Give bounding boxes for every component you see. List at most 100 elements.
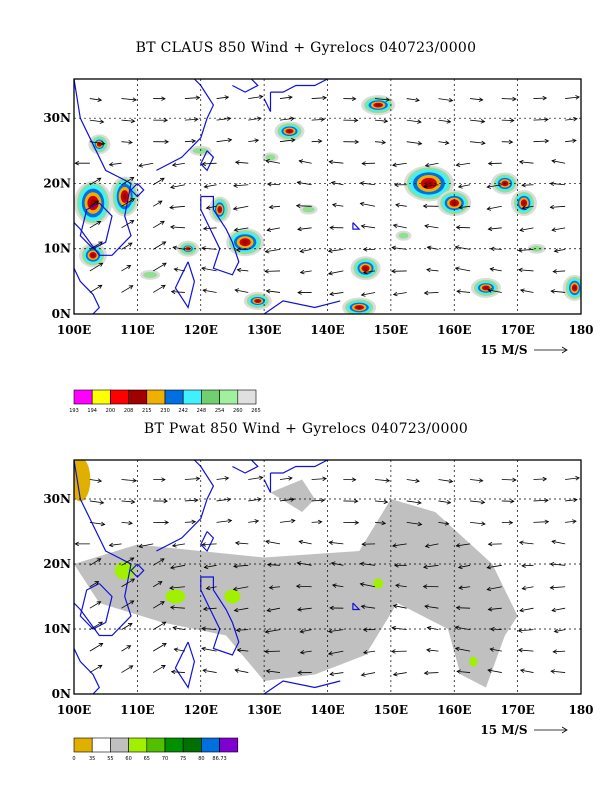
wind-arrowhead (395, 583, 400, 588)
panel2-title: BT Pwat 850 Wind + Gyrelocs 040723/0000 (143, 421, 469, 437)
wind-arrowhead (423, 564, 428, 570)
wind-arrowhead (129, 600, 135, 605)
wind-arrowhead (227, 137, 233, 143)
wind-vector (406, 500, 422, 504)
wind-arrowhead (353, 498, 359, 504)
wind-vector (311, 521, 322, 523)
wind-vector (522, 564, 534, 567)
wind-vector (361, 292, 376, 296)
wind-vector (121, 557, 134, 566)
wind-vector (121, 220, 134, 229)
cloud-system (91, 253, 95, 257)
wind-vector (153, 581, 163, 588)
colorbar-swatch (219, 737, 239, 753)
wind-vector (457, 290, 471, 293)
wind-arrowhead (417, 500, 422, 505)
wind-arrowhead (544, 498, 549, 503)
wind-vector (109, 162, 122, 166)
wind-arrowhead (161, 664, 166, 670)
wind-arrowhead (572, 519, 577, 524)
wind-vector (423, 564, 439, 568)
wind-vector (248, 139, 259, 143)
wind-arrowhead (98, 642, 104, 648)
wind-arrowhead (331, 202, 337, 208)
wind-vector (266, 290, 281, 293)
colorbar-label: 55 (107, 756, 113, 762)
wind-arrowhead (194, 117, 199, 122)
lon-label: 160E (437, 323, 471, 337)
wind-vector (248, 520, 259, 523)
wind-arrowhead (395, 202, 400, 208)
cloud-system (287, 130, 292, 133)
coastline (352, 222, 361, 230)
wind-arrowhead (128, 520, 133, 526)
wind-arrowhead (130, 198, 136, 203)
wind-arrowhead (391, 268, 396, 274)
wind-arrowhead (392, 671, 398, 677)
wind-arrowhead (359, 201, 365, 207)
coastline (352, 602, 361, 611)
wind-vector (331, 562, 344, 566)
wind-arrowhead (362, 247, 368, 252)
wind-vector (173, 246, 185, 250)
wind-vector (374, 98, 390, 101)
wind-arrowhead (448, 478, 454, 484)
wind-arrowhead (172, 245, 178, 251)
wind-vector (360, 563, 376, 566)
wind-arrowhead (98, 241, 103, 246)
pwat-high-core (114, 561, 135, 580)
wind-arrowhead (489, 647, 495, 652)
wind-vector (329, 161, 344, 164)
wind-vector (391, 627, 407, 631)
wind-arrowhead (265, 539, 270, 545)
wind-vector (329, 292, 344, 295)
wind-vector (438, 119, 451, 123)
wind-arrowhead (97, 284, 103, 289)
wind-arrowhead (171, 162, 177, 167)
wind-arrowhead (296, 180, 302, 186)
wind-vector (237, 269, 249, 272)
wind-arrowhead (74, 160, 79, 166)
wind-arrowhead (486, 564, 492, 570)
wind-arrowhead (159, 177, 165, 182)
wind-vector (89, 141, 105, 145)
wind-arrowhead (329, 291, 334, 297)
wind-arrowhead (446, 499, 452, 505)
wind-vector (121, 479, 137, 482)
wind-vector (235, 161, 249, 164)
wind-vector (522, 205, 534, 209)
wind-arrowhead (521, 585, 527, 591)
wind-vector (299, 160, 312, 164)
wind-vector (393, 672, 407, 676)
wind-arrowhead (327, 248, 333, 254)
colorbar-label: 0 (72, 756, 75, 762)
wind-vector (522, 586, 534, 590)
wind-vector (520, 669, 534, 673)
wind-vector (89, 479, 102, 482)
wind-vector (554, 629, 566, 632)
wind-vector (488, 607, 502, 610)
wind-vector (392, 162, 407, 166)
wind-vector (533, 97, 547, 99)
wind-vector (216, 477, 229, 480)
wind-vector (311, 97, 327, 99)
wind-vector (487, 205, 502, 210)
colorbar-label: 80 (198, 756, 204, 762)
wind-arrowhead (202, 288, 207, 293)
lat-label: 30N (43, 492, 71, 506)
wind-vector (121, 119, 135, 122)
wind-vector (233, 564, 249, 567)
wind-vector (424, 225, 439, 229)
wind-vector (153, 643, 167, 652)
wind-arrowhead (519, 288, 525, 293)
lon-label: 180 (568, 703, 593, 717)
coastline (263, 92, 272, 112)
wind-arrowhead (127, 242, 133, 247)
colorbar-swatch (146, 737, 166, 753)
colorbar-swatch (219, 389, 239, 405)
wind-arrowhead (544, 117, 549, 122)
wind-arrowhead (422, 203, 428, 209)
wind-arrowhead (161, 241, 167, 246)
pwat-high-north (74, 460, 91, 502)
wind-vector (393, 605, 407, 609)
